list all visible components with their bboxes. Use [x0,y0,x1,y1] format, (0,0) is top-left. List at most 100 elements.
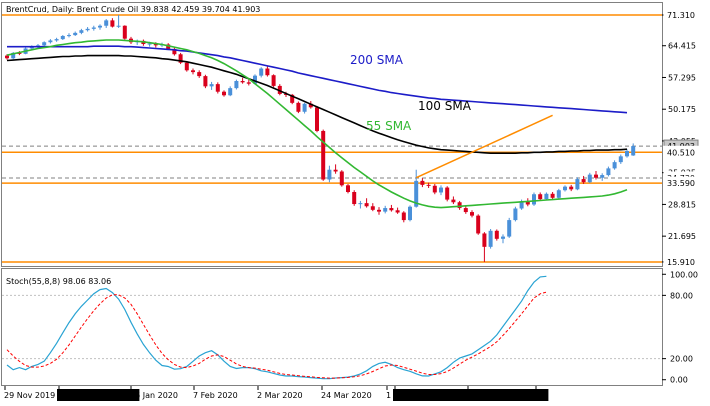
candle-body [501,236,505,239]
candle-body [203,76,208,87]
time-tick-label: 29 Nov 2019 [4,391,55,400]
candle-body [172,48,177,55]
trend-line [415,114,553,179]
sma100-label: 100 SMA [418,99,472,113]
candle-body [333,169,338,172]
candle-body [91,27,96,29]
candle-body [234,81,239,89]
candle-body [29,46,34,49]
time-tick-label: 24 Mar 2020 [321,391,372,400]
candle-body [556,190,561,198]
sma55-line [6,39,628,209]
time-highlight-label: 2020.05.01 00:00 [395,391,466,400]
stoch-tick-label: 0.00 [670,376,688,385]
price-level-box [663,145,699,159]
price-level-box [663,255,699,269]
candle-body [215,84,220,92]
chart-header: BrentCrud, Daily: Brent Crude Oil 39.838… [6,5,260,14]
stoch-panel-frame [1,268,663,386]
candle-body [389,208,394,211]
price-tick-label: 50.175 [668,105,696,114]
price-level-label: 15.910 [667,258,695,267]
candle-body [346,185,350,193]
stoch-tick-label: 100.00 [670,270,698,279]
candle-body [11,52,16,59]
candle-body [445,187,450,200]
candle-body [538,194,543,200]
stoch-tick-label: 20.00 [670,355,693,364]
candle-body [296,102,301,112]
stoch-header: Stoch(55,8,8) 98.06 83.06 [6,277,111,286]
candle-body [470,212,474,216]
sma200-line [7,45,628,114]
candle-body [166,44,171,49]
candle-body [253,75,257,84]
candle-body [519,201,524,209]
time-axis: 29 Nov 2019 2020.01.01 00:00 16 Jan 2020 7 … [4,386,549,401]
candle-body [563,186,567,191]
candle-body [432,185,437,193]
candle-body [494,230,499,239]
candle-body [197,72,202,77]
candle-body [377,209,381,212]
candle-body [122,25,127,39]
candle-body [581,179,586,183]
candle-body [476,215,481,234]
candle-body [104,20,109,26]
candle-body [153,43,158,46]
time-highlight-label: 2020.05.26 00:00 [468,391,539,400]
candle-body [439,187,443,193]
candle-body [246,82,251,84]
candle-body [308,103,313,108]
candle-body [457,202,462,209]
candle-body [147,43,152,45]
price-tick-label: 64.415 [668,42,696,51]
candle-body [358,203,363,205]
candle-body [284,93,288,95]
candle-body [631,146,636,156]
candle-body [110,20,115,27]
candle-body [550,193,555,198]
sma200-label: 200 SMA [350,53,404,67]
price-level-box [663,8,699,22]
candle-body [315,107,319,131]
candle-body [98,25,102,28]
candle-body [302,103,307,112]
time-tick-label: 7 Feb 2020 [193,391,238,400]
price-level-label: 33.590 [667,179,695,188]
candle-body [569,186,574,190]
sma55-label: 55 SMA [366,119,412,133]
candle-body [395,210,400,213]
candle-body [5,55,9,59]
price-tick-label: 57.295 [668,73,696,82]
candle-body [488,230,493,247]
stoch-axis: 100.00 80.00 20.00 0.00 [662,270,698,385]
candle-body [48,40,53,43]
candle-body [606,168,611,176]
time-highlight-box [466,389,549,401]
candle-body [259,68,264,76]
sma100-line [6,54,628,154]
candle-body [600,175,605,178]
candle-body [401,212,406,221]
trend-line-segment [415,114,553,179]
candle-body [408,206,412,221]
stoch-main-line [6,275,547,380]
time-tick-label: 30 [535,391,545,400]
candle-body [426,184,431,186]
price-panel-frame [1,2,663,267]
time-highlight-box [57,389,140,401]
candle-body [116,25,121,27]
candle-body [463,208,468,213]
time-highlight-box [393,389,476,401]
price-level-label: 71.310 [667,11,695,20]
candle-body [612,162,617,169]
candle-body [352,192,357,205]
candle-body [265,68,270,76]
candle-body [60,35,65,40]
candle-body [277,85,282,94]
candle-body [17,52,22,54]
time-highlight-label: 2020.01.01 00:00 [59,391,130,400]
price-tick-label: 21.695 [668,232,696,241]
